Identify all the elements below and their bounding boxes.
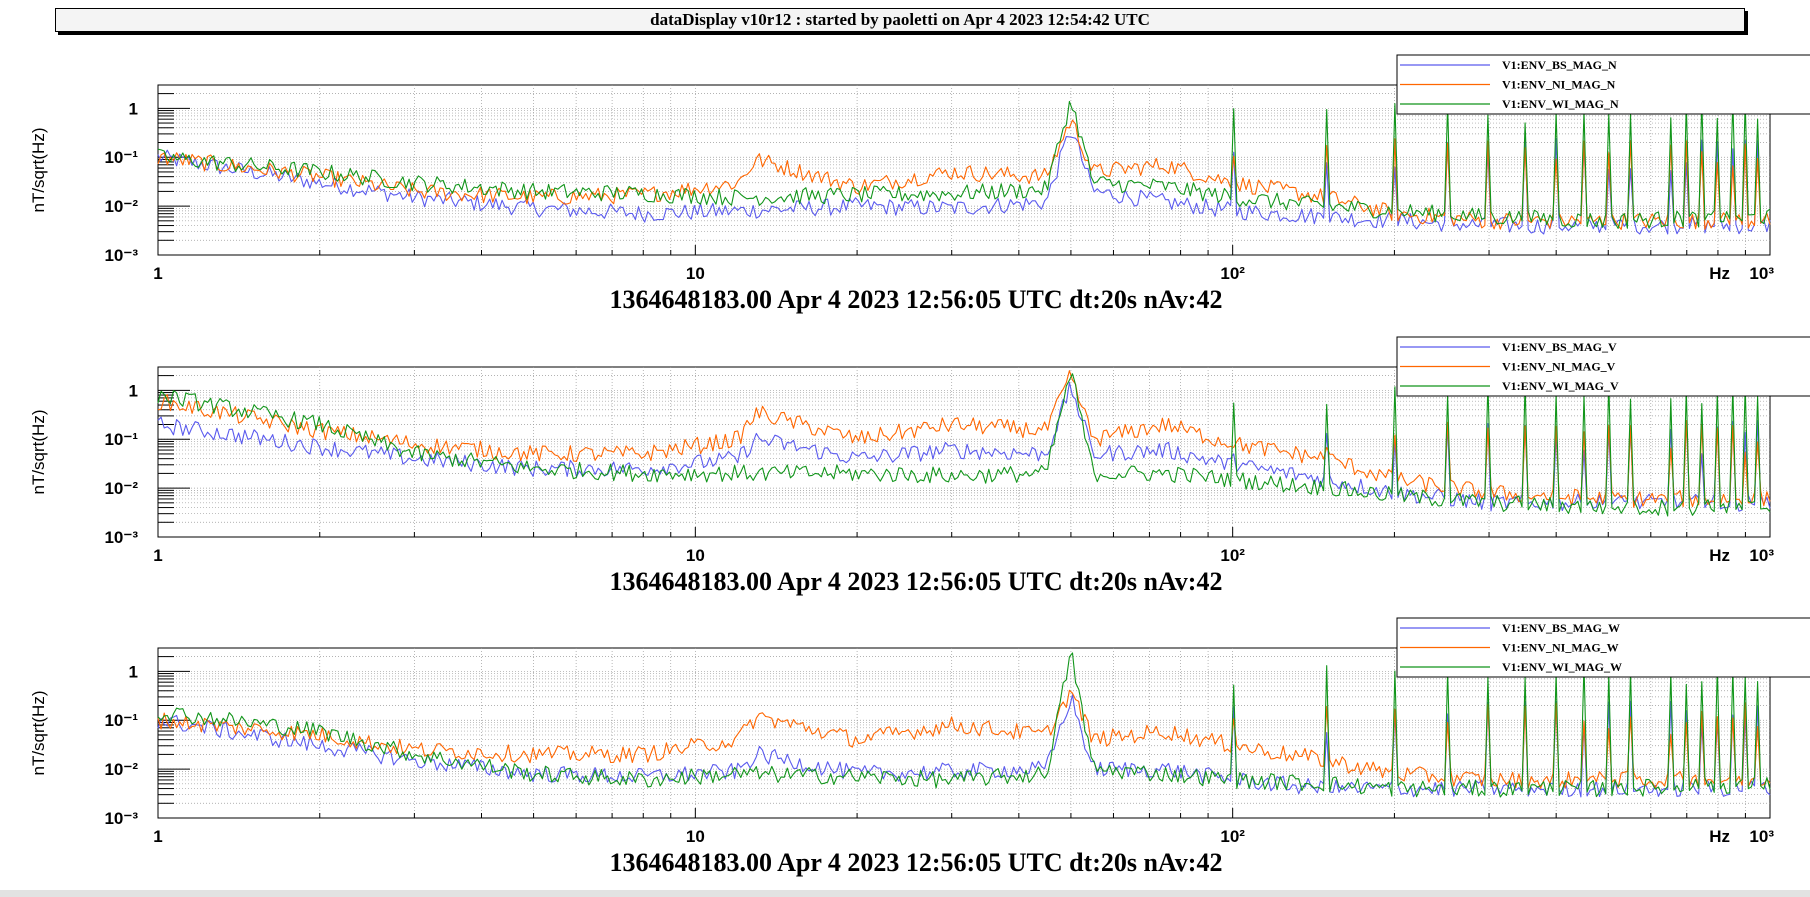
x-tick-label: 1 [153,264,162,283]
series-line-wi [157,652,1771,798]
x-tick-label: 1 [153,827,162,846]
chart-subtitle: 1364648183.00 Apr 4 2023 12:56:05 UTC dt… [610,285,1223,314]
legend-label: V1:ENV_NI_MAG_V [1502,360,1616,374]
y-axis-label: nT/sqrt(Hz) [29,691,48,776]
x-tick-label: 10³ [1749,264,1774,283]
x-axis-label: Hz [1709,264,1730,283]
legend-label: V1:ENV_NI_MAG_N [1502,78,1616,92]
x-tick-label: 10³ [1749,827,1774,846]
y-tick-label: 1 [129,99,138,118]
series-line-wi [157,99,1771,229]
y-tick-label: 1 [129,662,138,681]
y-axis-ticks [158,647,190,819]
x-tick-label: 10 [686,264,705,283]
y-axis-label: nT/sqrt(Hz) [29,410,48,495]
legend-label: V1:ENV_BS_MAG_W [1502,621,1620,635]
legend-label: V1:ENV_WI_MAG_V [1502,379,1619,393]
x-axis-ticks [157,245,1746,255]
x-tick-label: 1 [153,546,162,565]
series-line-ni [157,119,1771,230]
x-tick-label: 10³ [1749,546,1774,565]
y-tick-label: 1 [129,381,138,400]
legend-label: V1:ENV_NI_MAG_W [1502,641,1619,655]
y-tick-label: 10⁻³ [104,528,138,547]
window-title-bar: dataDisplay v10r12 : started by paoletti… [55,8,1745,32]
status-bar [0,890,1810,897]
y-tick-label: 10⁻¹ [104,430,138,449]
y-tick-label: 10⁻² [104,760,138,779]
x-tick-label: 10² [1220,264,1245,283]
legend-label: V1:ENV_BS_MAG_V [1502,340,1617,354]
y-tick-label: 10⁻¹ [104,148,138,167]
series-line-ni [157,689,1771,789]
chart-subtitle: 1364648183.00 Apr 4 2023 12:56:05 UTC dt… [610,567,1223,596]
chart-panel-1: 1 10⁻¹ 10⁻² 10⁻³ 1 10 10² 10³ Hz nT/sqrt(Hz) 13646… [29,54,1810,314]
y-tick-label: 10⁻² [104,197,138,216]
x-tick-label: 10² [1220,827,1245,846]
y-tick-label: 10⁻² [104,479,138,498]
chart-panel-2: 1 10⁻¹ 10⁻² 10⁻³ 1 10 10² 10³ Hz nT/sqrt(Hz) 13646… [29,336,1810,596]
x-tick-label: 10 [686,546,705,565]
x-axis-label: Hz [1709,827,1730,846]
y-tick-label: 10⁻³ [104,809,138,828]
chart-subtitle: 1364648183.00 Apr 4 2023 12:56:05 UTC dt… [610,848,1223,877]
legend-label: V1:ENV_WI_MAG_N [1502,97,1619,111]
y-tick-label: 10⁻³ [104,246,138,265]
legend-label: V1:ENV_WI_MAG_W [1502,660,1622,674]
x-axis-label: Hz [1709,546,1730,565]
series-line-bs [157,136,1771,235]
x-axis-ticks [157,808,1746,818]
x-tick-label: 10² [1220,546,1245,565]
series-line-bs [157,381,1771,512]
y-axis-label: nT/sqrt(Hz) [29,128,48,213]
series-line-ni [157,370,1771,508]
x-tick-label: 10 [686,827,705,846]
y-tick-label: 10⁻¹ [104,711,138,730]
window-title: dataDisplay v10r12 : started by paoletti… [650,10,1150,29]
chart-panel-3: 1 10⁻¹ 10⁻² 10⁻³ 1 10 10² 10³ Hz nT/sqrt(Hz) 13646… [29,617,1810,877]
series-line-wi [157,373,1771,517]
chart-legend: V1:ENV_BS_MAG_W V1:ENV_NI_MAG_W V1:ENV_WI_… [1396,617,1810,678]
chart-legend: V1:ENV_BS_MAG_N V1:ENV_NI_MAG_N V1:ENV_WI_… [1396,54,1810,115]
chart-legend: V1:ENV_BS_MAG_V V1:ENV_NI_MAG_V V1:ENV_WI_… [1396,336,1810,397]
legend-label: V1:ENV_BS_MAG_N [1502,58,1617,72]
x-axis-ticks [157,527,1746,537]
